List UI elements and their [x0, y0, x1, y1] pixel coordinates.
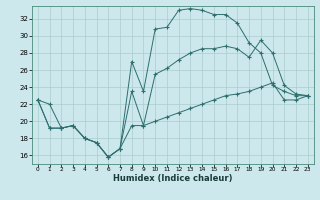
X-axis label: Humidex (Indice chaleur): Humidex (Indice chaleur) — [113, 174, 233, 183]
